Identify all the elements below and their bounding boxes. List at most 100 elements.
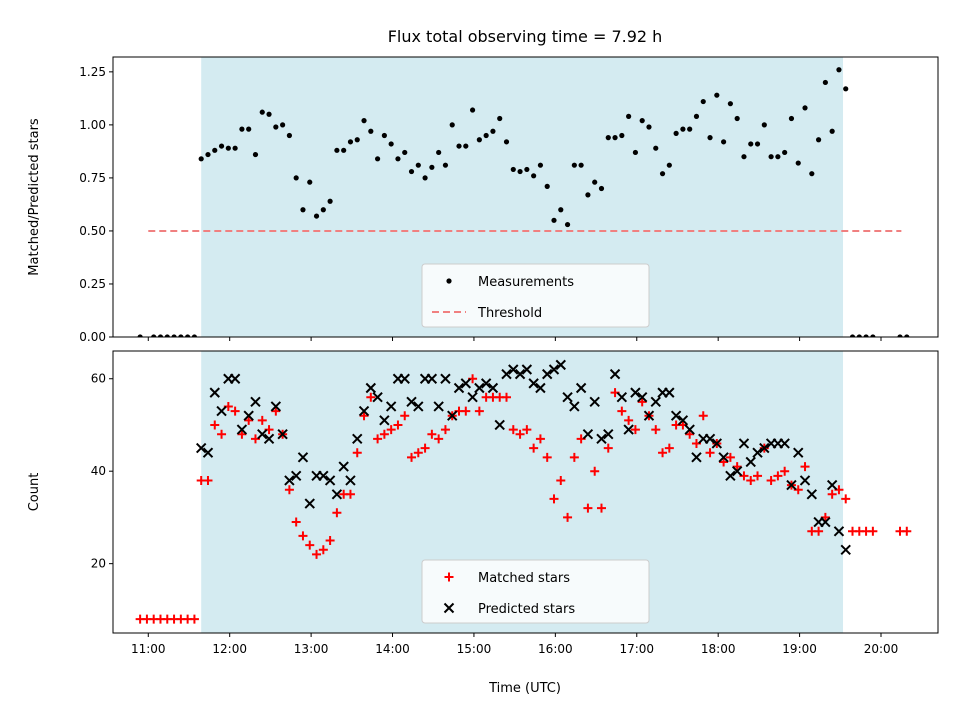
data-point [623,424,634,435]
data-point [612,135,618,141]
data-point [442,162,449,168]
data-point [555,359,566,371]
data-point [670,410,682,421]
x-tick-label: 15:00 [457,642,492,656]
data-point [257,429,268,440]
data-point [305,540,315,550]
data-point [400,411,410,421]
legend-label: Threshold [477,306,542,321]
data-point [849,334,856,337]
data-point [456,143,462,149]
data-point [157,334,164,337]
data-point [571,162,577,168]
x-tick-label: 12:00 [212,642,247,656]
data-point [698,411,708,421]
data-point [210,420,220,430]
data-point [277,429,288,440]
data-point [795,160,801,166]
data-point [782,149,788,156]
data-point [494,419,505,431]
data-point [195,442,207,454]
data-point [780,466,790,476]
data-point [531,173,537,179]
data-point [474,406,484,416]
data-point [779,438,790,449]
data-point [178,334,184,337]
data-point [413,448,423,458]
data-point [460,378,472,389]
data-point [651,425,661,435]
data-point [535,434,545,444]
data-point [754,141,761,147]
data-point [318,545,328,555]
data-point [650,396,661,408]
data-point [829,128,835,134]
data-point [480,378,492,389]
data-point [185,334,191,337]
data-point [691,452,702,463]
data-point [263,433,275,445]
data-point [583,503,593,513]
data-point [393,420,403,430]
x-tick-label: 19:00 [782,642,817,656]
data-point [300,207,306,213]
data-point [347,139,354,145]
data-point [434,434,444,444]
data-point [426,373,438,384]
data-point [714,92,720,98]
data-point [372,392,383,403]
x-tick-label: 16:00 [538,642,573,656]
data-point [407,452,417,462]
data-point [318,470,329,482]
legend: Matched stars Predicted stars [421,559,650,624]
data-point [429,164,435,170]
data-point [617,406,627,416]
data-point [191,334,198,337]
data-point [474,382,485,394]
data-point [632,149,639,156]
data-point [902,526,912,536]
data-point [827,489,837,499]
data-point [229,373,241,384]
y-tick-label: 60 [91,372,106,386]
data-point [562,392,573,403]
data-point [746,475,756,485]
data-point [802,105,808,111]
data-point [205,151,211,158]
data-point [630,387,641,398]
legend: Measurements Threshold [421,263,650,328]
data-point [761,122,767,128]
data-point [704,433,716,445]
data-point [843,86,849,92]
data-point [826,479,838,491]
data-point [250,396,261,408]
data-point [793,447,804,458]
data-point [558,207,564,213]
data-point [307,179,313,185]
data-point [461,406,471,416]
data-point [379,429,389,439]
y-tick-label: 1.25 [79,65,106,79]
data-point [354,137,360,143]
data-point [596,503,606,513]
data-point [312,549,322,559]
data-point [748,141,754,147]
data-point [745,456,756,468]
y-tick-label: 40 [91,464,106,478]
data-point [243,410,254,421]
data-point [786,479,797,491]
data-point [373,434,383,444]
data-point [677,415,689,426]
data-point [230,406,240,416]
data-point [732,462,742,472]
data-point [291,517,301,527]
data-point [548,364,560,375]
data-point [440,425,450,435]
data-point [904,334,910,337]
data-point [630,425,640,435]
data-point [897,334,903,337]
data-point [537,162,544,168]
data-point [189,614,199,624]
y-tick-label: 20 [91,557,106,571]
data-point [436,149,442,156]
